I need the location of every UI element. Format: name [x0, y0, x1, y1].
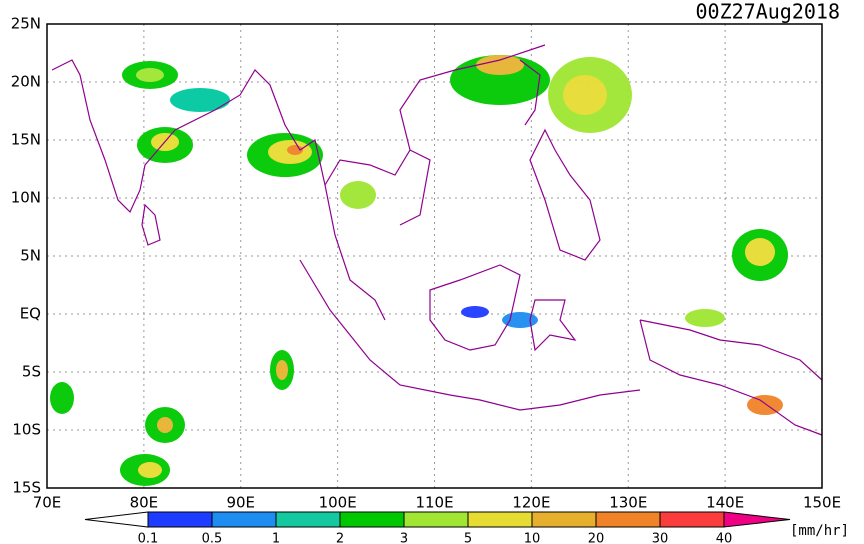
colorbar-box [467, 511, 533, 528]
map-title: 00Z27Aug2018 [696, 0, 841, 24]
rain-area [138, 462, 162, 478]
rain-area [276, 360, 288, 380]
rain-area [461, 306, 489, 318]
colorbar: 0.1 0.5 1 2 3 5 10 20 30 40 [84, 511, 791, 544]
lat-label: 15N [11, 131, 41, 149]
coastline [429, 264, 521, 351]
colorbar-box [211, 511, 277, 528]
colorbar-label: 5 [464, 532, 472, 544]
lat-label: 15S [12, 479, 41, 497]
lon-label: 140E [706, 494, 744, 512]
lon-label: 90E [226, 494, 255, 512]
rain-area [157, 417, 173, 433]
lon-label: 100E [319, 494, 357, 512]
colorbar-box [595, 511, 661, 528]
rain-area [685, 309, 725, 327]
colorbar-label: 0.1 [138, 532, 159, 544]
rain-area [476, 55, 524, 75]
colorbar-label: 40 [716, 532, 733, 544]
colorbar-unit: [mm/hr] [790, 523, 849, 539]
coastline [639, 319, 823, 436]
lat-label: 5S [22, 363, 41, 381]
map-frame [46, 23, 823, 489]
rain-area [563, 75, 607, 115]
colorbar-label: 10 [524, 532, 541, 544]
rain-area [450, 55, 550, 105]
colorbar-low-triangle [84, 511, 149, 528]
colorbar-label: 1 [272, 532, 280, 544]
colorbar-label: 2 [336, 532, 344, 544]
lat-label: 25N [11, 15, 41, 33]
rain-areas [50, 55, 788, 486]
rain-area [340, 181, 376, 209]
rain-area [50, 382, 74, 414]
colorbar-label: 0.5 [202, 532, 223, 544]
lon-label: 120E [512, 494, 550, 512]
lat-label: 5N [20, 247, 41, 265]
lat-label: 20N [11, 73, 41, 91]
colorbar-box [659, 511, 725, 528]
rain-area [136, 68, 164, 82]
colorbar-high-triangle [723, 511, 791, 528]
colorbar-box [275, 511, 341, 528]
colorbar-label: 30 [652, 532, 669, 544]
coastlines [51, 44, 823, 436]
coastline [299, 259, 641, 411]
coastline [529, 299, 577, 352]
lat-label: 10S [12, 421, 41, 439]
lon-label: 150E [803, 494, 841, 512]
colorbar-label: 3 [400, 532, 408, 544]
lon-label: 110E [415, 494, 453, 512]
lat-label: EQ [20, 305, 41, 323]
lon-label: 130E [609, 494, 647, 512]
rain-area [745, 238, 775, 266]
coastline [141, 203, 161, 246]
rain-area [170, 88, 230, 112]
coastline [519, 59, 541, 126]
colorbar-label: 20 [588, 532, 605, 544]
coastline [399, 149, 431, 226]
lon-label: 80E [130, 494, 159, 512]
colorbar-box [339, 511, 405, 528]
coastline [529, 128, 601, 261]
coastline [324, 44, 546, 186]
lat-label: 10N [11, 189, 41, 207]
colorbar-box [147, 511, 213, 528]
colorbar-box [403, 511, 469, 528]
lon-label: 70E [33, 494, 62, 512]
coastline [51, 59, 386, 321]
colorbar-box [531, 511, 597, 528]
rain-area [502, 312, 538, 328]
